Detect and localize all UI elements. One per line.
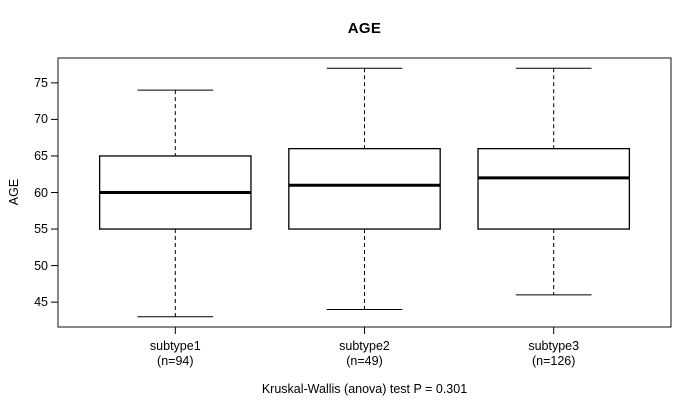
y-tick-label: 65 [34,148,48,163]
x-group-label: subtype1 (n=94) [95,339,255,368]
group-name: subtype3 [528,339,580,353]
iqr-box [477,147,631,230]
y-tick-label: 60 [34,185,48,200]
x-group-label: subtype2 (n=49) [285,339,445,368]
y-tick-label: 45 [34,295,48,310]
y-tick-label: 55 [34,222,48,237]
stat-test-annotation: Kruskal-Wallis (anova) test P = 0.301 [261,382,468,396]
group-n-count: (n=94) [157,353,194,368]
y-tick-label: 70 [34,112,48,127]
group-n-count: (n=126) [531,353,576,368]
x-group-label: subtype3 (n=126) [474,339,634,368]
iqr-box [288,147,441,230]
y-tick-label: 50 [34,258,48,273]
group-n-count: (n=49) [346,353,383,368]
y-tick-label: 75 [34,75,48,90]
group-name: subtype2 [339,339,390,353]
chart-title: AGE [347,20,382,37]
group-name: subtype1 [149,339,201,353]
